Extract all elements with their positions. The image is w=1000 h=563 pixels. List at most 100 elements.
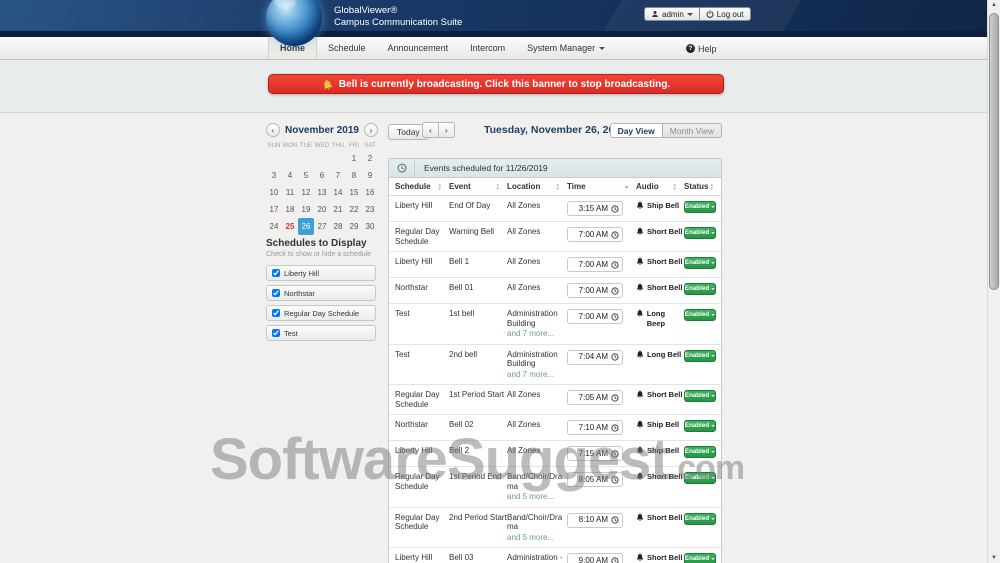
calendar-day-7[interactable]: 7 (335, 171, 341, 180)
calendar-day-27[interactable]: 27 (317, 222, 327, 231)
cell-location: Administration Building and 7 more... (507, 309, 567, 339)
status-enabled-button[interactable]: Enabled (684, 446, 716, 458)
calendar-day-1[interactable]: 1 (351, 154, 357, 163)
status-enabled-button[interactable]: Enabled (684, 227, 716, 239)
calendar-day-24[interactable]: 24 (269, 222, 279, 231)
time-input[interactable]: 7:00 AM (567, 257, 623, 272)
calendar-day-28[interactable]: 28 (333, 222, 343, 231)
bell-icon (637, 472, 643, 480)
calendar-day-10[interactable]: 10 (269, 188, 279, 197)
status-enabled-button[interactable]: Enabled (684, 201, 716, 213)
calendar-day-11[interactable]: 11 (285, 188, 295, 197)
column-header-schedule[interactable]: Schedule ▲ ▼ (389, 182, 449, 191)
calendar-day-19[interactable]: 19 (301, 205, 311, 214)
schedule-checkbox[interactable] (272, 269, 280, 277)
view-button-month-view[interactable]: Month View (662, 123, 722, 138)
column-header-audio[interactable]: Audio ▲ ▼ (636, 182, 684, 191)
location-text: Administration Building (507, 309, 558, 328)
calendar-day-22[interactable]: 22 (349, 205, 359, 214)
table-row: Regular Day Schedule 2nd Period Start Band… (389, 506, 721, 547)
help-button[interactable]: ? Help (686, 37, 717, 60)
calendar-day-15[interactable]: 15 (349, 188, 359, 197)
calendar-day-14[interactable]: 14 (333, 188, 343, 197)
scrollbar-thumb[interactable] (989, 13, 999, 290)
schedule-checkbox[interactable] (272, 329, 280, 337)
time-input[interactable]: 3:15 AM (567, 201, 623, 216)
status-enabled-button[interactable]: Enabled (684, 390, 716, 402)
calendar-day-13[interactable]: 13 (317, 188, 327, 197)
schedule-toggle-test[interactable]: Test (266, 325, 376, 341)
view-button-day-view[interactable]: Day View (609, 123, 663, 138)
logout-button[interactable]: Log out (698, 7, 751, 21)
time-input[interactable]: 7:10 AM (567, 420, 623, 435)
location-more-link[interactable]: and 5 more... (507, 492, 555, 501)
status-enabled-button[interactable]: Enabled (684, 283, 716, 295)
calendar-day-5[interactable]: 5 (303, 171, 309, 180)
location-more-link[interactable]: and 7 more... (507, 329, 555, 338)
time-input[interactable]: 7:00 AM (567, 283, 623, 298)
status-enabled-button[interactable]: Enabled (684, 309, 716, 321)
schedule-toggle-northstar[interactable]: Northstar (266, 285, 376, 301)
time-value: 7:00 AM (578, 229, 608, 239)
calendar-day-9[interactable]: 9 (367, 171, 373, 180)
status-enabled-button[interactable]: Enabled (684, 512, 716, 525)
scroll-up-icon[interactable]: ▲ (991, 2, 997, 8)
time-input[interactable]: 8:10 AM (567, 512, 623, 528)
status-enabled-button[interactable]: Enabled (684, 349, 716, 362)
nav-tab-system-manager[interactable]: System Manager (516, 37, 616, 59)
time-input[interactable]: 7:15 AM (567, 446, 623, 461)
calendar-day-26[interactable]: 26 (298, 218, 314, 235)
time-value: 3:15 AM (578, 203, 608, 213)
schedule-toggle-liberty-hill[interactable]: Liberty Hill (266, 265, 376, 281)
schedule-label: Test (284, 328, 298, 338)
page-scrollbar[interactable]: ▲ ▼ (987, 0, 1000, 563)
status-enabled-button[interactable]: Enabled (684, 257, 716, 269)
schedule-checkbox[interactable] (272, 309, 280, 317)
schedule-checkbox[interactable] (272, 289, 280, 297)
bell-icon (637, 390, 643, 398)
column-header-time[interactable]: Time ▲ (567, 182, 636, 191)
time-input[interactable]: 9:00 AM (567, 553, 623, 563)
column-header-status[interactable]: Status ▲ ▼ (684, 182, 721, 191)
nav-tab-schedule[interactable]: Schedule (328, 43, 366, 53)
calendar-day-30[interactable]: 30 (365, 222, 375, 231)
user-menu-button[interactable]: admin (644, 7, 699, 21)
time-input[interactable]: 7:00 AM (567, 309, 623, 324)
prev-day-button[interactable]: ‹ (422, 122, 439, 138)
time-input[interactable]: 7:05 AM (567, 390, 623, 405)
calendar-day-18[interactable]: 18 (285, 205, 295, 214)
calendar-day-12[interactable]: 12 (301, 188, 311, 197)
location-more-link[interactable]: and 7 more... (507, 369, 555, 379)
calendar-day-29[interactable]: 29 (349, 222, 359, 231)
calendar-day-4[interactable]: 4 (287, 171, 293, 180)
calendar-day-6[interactable]: 6 (319, 171, 325, 180)
next-day-button[interactable]: › (438, 122, 455, 138)
status-enabled-button[interactable]: Enabled (684, 420, 716, 432)
time-input[interactable]: 7:00 AM (567, 227, 623, 242)
scroll-down-icon[interactable]: ▼ (991, 555, 997, 561)
broadcast-stop-banner[interactable]: Bell is currently broadcasting. Click th… (268, 74, 724, 94)
calendar-day-23[interactable]: 23 (365, 205, 375, 214)
calendar-day-2[interactable]: 2 (367, 154, 373, 163)
nav-tab-announcement[interactable]: Announcement (387, 43, 449, 53)
time-input[interactable]: 7:04 AM (567, 349, 623, 365)
time-input[interactable]: 8:05 AM (567, 472, 623, 487)
location-more-link[interactable]: and 5 more... (507, 532, 555, 542)
calendar-prev-button[interactable]: ‹ (266, 123, 280, 137)
nav-tab-intercom[interactable]: Intercom (470, 43, 506, 53)
clock-icon (611, 260, 619, 269)
calendar-day-16[interactable]: 16 (365, 188, 375, 197)
cell-audio: Short Bell (636, 513, 684, 543)
column-header-event[interactable]: Event ▲ ▼ (449, 182, 507, 191)
schedule-toggle-regular-day-schedule[interactable]: Regular Day Schedule (266, 305, 376, 321)
calendar-day-3[interactable]: 3 (271, 171, 277, 180)
calendar-day-17[interactable]: 17 (269, 205, 279, 214)
status-enabled-button[interactable]: Enabled (684, 553, 716, 563)
calendar-day-20[interactable]: 20 (317, 205, 327, 214)
status-enabled-button[interactable]: Enabled (684, 472, 716, 484)
calendar-next-button[interactable]: › (364, 123, 378, 137)
calendar-day-21[interactable]: 21 (333, 205, 343, 214)
calendar-day-25[interactable]: 25 (285, 222, 295, 231)
calendar-day-8[interactable]: 8 (351, 171, 357, 180)
column-header-location[interactable]: Location ▲ ▼ (507, 182, 567, 191)
